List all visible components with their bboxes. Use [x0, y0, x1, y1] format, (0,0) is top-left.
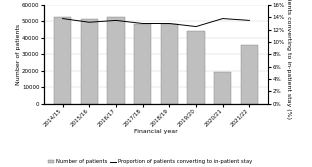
- Proportion of patients converting to in-patient stay: [114, 19, 118, 21]
- X-axis label: Financial year: Financial year: [134, 129, 178, 134]
- Proportion of patients converting to in-patient stay: [61, 18, 65, 20]
- Y-axis label: Number of patients: Number of patients: [16, 24, 21, 85]
- Proportion of patients converting to in-patient stay: [194, 26, 198, 28]
- Bar: [161, 24, 178, 104]
- Proportion of patients converting to in-patient stay: [247, 19, 251, 21]
- Bar: [188, 31, 205, 104]
- Bar: [214, 71, 232, 104]
- Proportion of patients converting to in-patient stay: [141, 23, 144, 25]
- Proportion of patients converting to in-patient stay: [168, 23, 171, 25]
- Proportion of patients converting to in-patient stay: [87, 21, 91, 23]
- Bar: [107, 17, 124, 104]
- Legend: Number of patients, Proportion of patients converting to in-patient stay: Number of patients, Proportion of patien…: [48, 159, 252, 164]
- Y-axis label: Patients converting to in-patient stay (%): Patients converting to in-patient stay (…: [286, 0, 291, 119]
- Bar: [134, 24, 151, 104]
- Proportion of patients converting to in-patient stay: [221, 18, 225, 20]
- Bar: [80, 19, 98, 104]
- Bar: [54, 17, 71, 104]
- Line: Proportion of patients converting to in-patient stay: Proportion of patients converting to in-…: [63, 19, 249, 27]
- Bar: [241, 45, 258, 104]
